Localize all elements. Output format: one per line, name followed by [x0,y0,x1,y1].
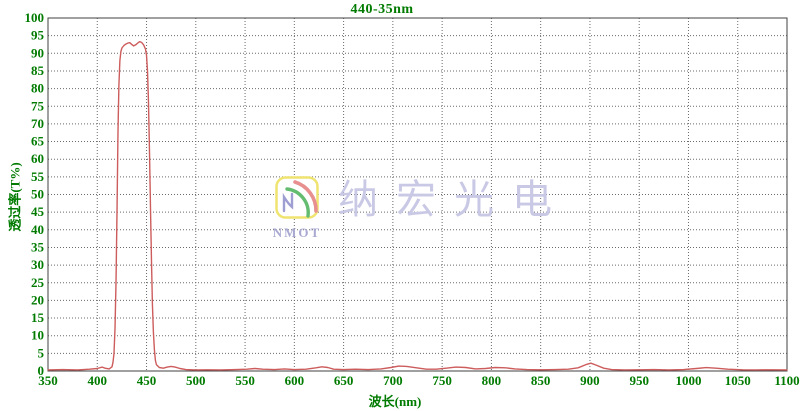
y-tick-label: 30 [31,257,44,272]
y-tick-label: 40 [31,222,44,237]
y-tick-label: 70 [31,116,44,131]
x-axis-title: 波长(nm) [368,394,422,409]
y-tick-label: 85 [31,63,45,78]
y-tick-label: 45 [31,204,45,219]
x-tick-label: 700 [383,373,403,388]
transmission-curve [47,41,788,371]
y-tick-label: 55 [31,169,45,184]
x-tick-label: 1050 [725,373,751,388]
x-tick-label: 1100 [774,373,799,388]
y-tick-label: 100 [25,10,45,25]
x-tick-label: 650 [334,373,354,388]
x-tick-label: 600 [285,373,305,388]
x-tick-label: 900 [580,373,600,388]
y-tick-label: 20 [31,292,44,307]
y-tick-label: 15 [31,310,45,325]
x-tick-label: 400 [88,373,108,388]
y-tick-label: 90 [31,45,44,60]
y-tick-label: 80 [31,81,44,96]
y-tick-label: 95 [31,28,45,43]
y-tick-label: 0 [38,363,45,378]
y-tick-label: 60 [31,151,44,166]
y-tick-label: 50 [31,187,44,202]
x-tick-label: 350 [38,373,58,388]
y-tick-label: 25 [31,275,45,290]
y-axis-title: 透过率(T%) [7,162,23,232]
x-tick-label: 500 [186,373,206,388]
y-tick-label: 35 [31,239,45,254]
x-tick-label: 950 [629,373,649,388]
x-tick-label: 850 [531,373,551,388]
x-tick-label: 750 [432,373,452,388]
y-tick-label: 10 [31,328,44,343]
y-tick-label: 65 [31,134,45,149]
y-tick-label: 5 [38,345,45,360]
x-tick-label: 450 [137,373,157,388]
chart-title: 440-35nm [350,2,414,17]
y-tick-label: 75 [31,98,45,113]
x-tick-label: 1000 [675,373,701,388]
x-tick-label: 550 [235,373,255,388]
x-tick-label: 800 [482,373,502,388]
